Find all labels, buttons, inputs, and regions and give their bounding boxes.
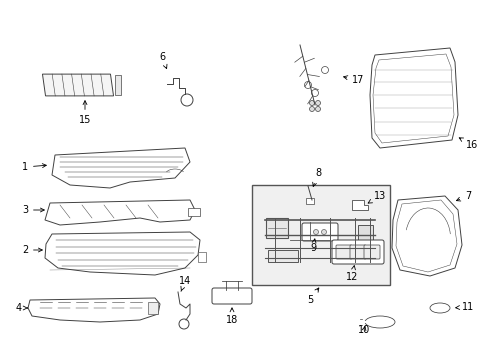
Text: 6: 6 xyxy=(159,52,167,68)
Polygon shape xyxy=(45,200,195,225)
Circle shape xyxy=(321,67,328,73)
Text: 9: 9 xyxy=(310,239,316,253)
Text: 14: 14 xyxy=(179,276,191,291)
Polygon shape xyxy=(45,232,200,275)
FancyBboxPatch shape xyxy=(332,240,384,264)
Bar xyxy=(148,302,158,314)
Polygon shape xyxy=(43,74,114,96)
Text: 4: 4 xyxy=(16,303,27,313)
Bar xyxy=(115,75,121,95)
Bar xyxy=(188,208,200,216)
Text: 18: 18 xyxy=(226,308,238,325)
FancyBboxPatch shape xyxy=(364,245,380,259)
Bar xyxy=(266,218,288,238)
Polygon shape xyxy=(370,48,458,148)
Text: 3: 3 xyxy=(22,205,44,215)
Polygon shape xyxy=(52,148,190,188)
Circle shape xyxy=(312,90,318,96)
Circle shape xyxy=(316,107,320,112)
Ellipse shape xyxy=(365,316,395,328)
Text: 8: 8 xyxy=(313,168,321,186)
Bar xyxy=(268,250,298,262)
Text: 2: 2 xyxy=(22,245,42,255)
Text: 7: 7 xyxy=(457,191,471,201)
Text: 16: 16 xyxy=(459,138,478,150)
Text: 12: 12 xyxy=(346,266,358,282)
Polygon shape xyxy=(352,200,368,210)
Circle shape xyxy=(316,100,320,105)
Bar xyxy=(358,225,373,240)
Text: 13: 13 xyxy=(368,191,386,203)
Bar xyxy=(306,198,314,204)
FancyBboxPatch shape xyxy=(350,245,366,259)
Circle shape xyxy=(314,230,318,234)
Ellipse shape xyxy=(430,303,450,313)
Circle shape xyxy=(310,100,315,105)
Text: 1: 1 xyxy=(22,162,46,172)
Circle shape xyxy=(179,319,189,329)
Circle shape xyxy=(304,81,312,89)
FancyBboxPatch shape xyxy=(212,288,252,304)
FancyBboxPatch shape xyxy=(302,223,338,241)
Circle shape xyxy=(321,230,326,234)
FancyBboxPatch shape xyxy=(336,245,352,259)
Text: 17: 17 xyxy=(343,75,365,85)
Text: 10: 10 xyxy=(358,325,370,335)
Text: 15: 15 xyxy=(79,101,91,125)
Polygon shape xyxy=(28,298,160,322)
Bar xyxy=(252,185,390,285)
Circle shape xyxy=(310,107,315,112)
Text: 11: 11 xyxy=(456,302,474,312)
Bar xyxy=(198,252,206,262)
Polygon shape xyxy=(392,196,462,276)
Circle shape xyxy=(181,94,193,106)
Text: 5: 5 xyxy=(307,288,319,305)
